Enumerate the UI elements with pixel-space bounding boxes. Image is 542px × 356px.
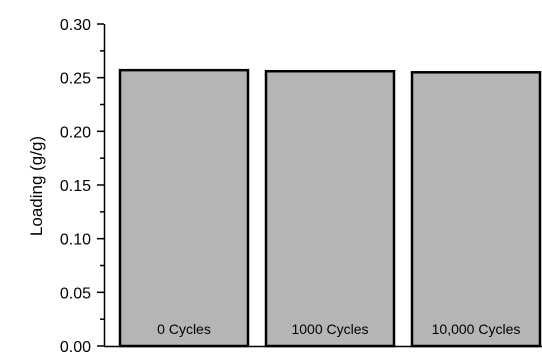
y-tick-label: 0.30 xyxy=(60,17,91,34)
y-tick-label: 0.05 xyxy=(60,285,91,302)
bar-2 xyxy=(264,69,396,348)
bars-group: 0 Cycles 1000 Cycles 10,000 Cycles xyxy=(118,68,542,348)
y-axis-ticks: 0.00 0.05 0.10 0.15 0.20 0.25 0.30 xyxy=(60,17,104,356)
bar-category-label: 0 Cycles xyxy=(157,321,211,337)
y-tick-label: 0.10 xyxy=(60,232,91,249)
bar-3 xyxy=(410,71,542,348)
y-tick-label: 0.00 xyxy=(60,339,91,356)
y-tick-label: 0.20 xyxy=(60,124,91,141)
y-tick-label: 0.25 xyxy=(60,71,91,88)
bar-category-label: 10,000 Cycles xyxy=(432,321,521,337)
y-tick-label: 0.15 xyxy=(60,178,91,195)
y-axis-title: Loading (g/g) xyxy=(27,136,46,236)
bar-category-label: 1000 Cycles xyxy=(291,321,368,337)
bar-1 xyxy=(118,68,250,348)
